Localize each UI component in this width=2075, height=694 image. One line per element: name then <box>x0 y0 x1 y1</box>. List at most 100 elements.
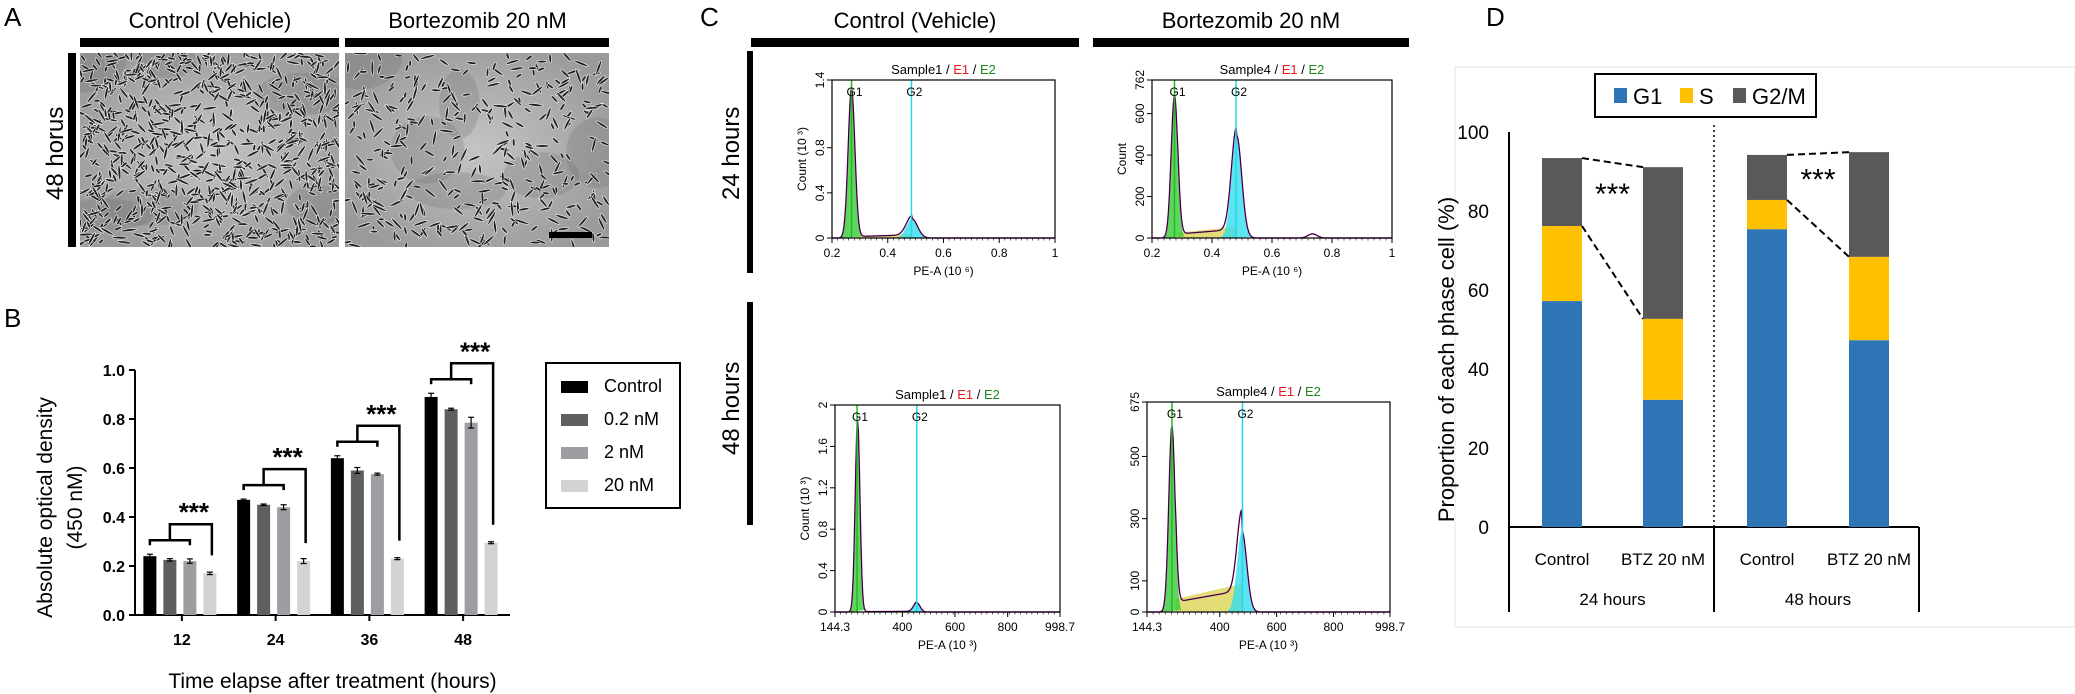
cell <box>124 108 132 114</box>
cell <box>336 163 339 170</box>
cell <box>438 58 449 66</box>
y-tick-label: 0.8 <box>816 521 830 538</box>
cell <box>436 229 443 237</box>
cell <box>375 177 387 186</box>
cell <box>423 187 437 198</box>
significance-bracket <box>242 467 307 544</box>
cell <box>129 53 134 62</box>
significance-label: *** <box>460 336 491 366</box>
cell <box>160 53 166 60</box>
cell <box>412 53 420 63</box>
cell <box>112 174 118 183</box>
cell <box>486 112 492 122</box>
cell <box>507 109 514 121</box>
cell <box>351 170 362 175</box>
y-tick-label: 500 <box>1128 446 1142 466</box>
cell <box>201 203 212 213</box>
cell <box>118 94 123 104</box>
cell <box>80 240 86 247</box>
cell <box>354 153 366 167</box>
cell <box>596 200 604 206</box>
cell <box>233 143 240 156</box>
cell <box>485 82 501 88</box>
cell <box>500 121 514 129</box>
cell <box>467 155 481 162</box>
cell <box>305 233 310 242</box>
cell <box>254 214 259 224</box>
cell <box>146 183 156 188</box>
cell <box>203 82 209 93</box>
cell <box>383 75 397 80</box>
y-tick-label: 600 <box>1133 103 1147 123</box>
cell <box>310 232 326 236</box>
bar-Control-48h <box>424 396 438 615</box>
cell <box>114 68 121 82</box>
cell <box>240 211 252 218</box>
flow-histogram-24h-control: Sample1 / E1 / E2 G1 G2 0.2 0.4 0.6 0.8 1 0 0.4 0.… <box>795 62 1059 278</box>
cell <box>461 92 472 97</box>
x-tick-label: 24 <box>267 632 285 649</box>
cell <box>478 163 482 175</box>
cell <box>180 107 185 115</box>
cell <box>114 141 122 151</box>
cell <box>154 154 159 167</box>
legend-swatch <box>561 479 588 492</box>
x-tick-label: 998.7 <box>1375 620 1405 634</box>
cell <box>428 221 442 228</box>
cell <box>83 113 97 125</box>
y-axis-label-unit: (450 nM) <box>64 465 87 549</box>
x-category-label: BTZ 20 nM <box>1621 550 1705 569</box>
cell <box>163 145 169 161</box>
gate-label-g1: G1 <box>847 85 863 99</box>
cell <box>440 120 447 126</box>
x-tick-label: 0.2 <box>1144 246 1161 260</box>
cell <box>367 100 377 114</box>
cell <box>158 181 164 194</box>
histogram-curve <box>1152 94 1392 239</box>
cell <box>502 160 515 166</box>
cell <box>462 68 469 76</box>
cell <box>317 176 322 191</box>
flow-histogram-24h-bortezomib: Sample4 / E1 / E2 G1 G2 0.2 0.4 0.6 0.8 1 0 200 40… <box>1115 62 1396 278</box>
cell <box>463 112 467 124</box>
cell <box>299 118 309 123</box>
cell <box>252 144 256 152</box>
cell <box>117 126 122 143</box>
cell <box>168 130 184 136</box>
x-tick-label: 12 <box>173 632 191 649</box>
cell <box>399 187 408 202</box>
cell <box>595 232 602 238</box>
cell <box>286 101 294 116</box>
cell <box>458 221 470 232</box>
cell <box>262 124 266 134</box>
cell <box>527 103 544 107</box>
cell <box>591 231 595 243</box>
cell <box>377 64 382 75</box>
cell <box>145 200 154 208</box>
cell <box>188 159 199 164</box>
cell <box>213 91 220 102</box>
cell <box>449 67 461 72</box>
cell <box>470 179 487 183</box>
cell <box>345 100 350 106</box>
cell <box>377 217 385 221</box>
cell <box>514 121 525 128</box>
cell <box>482 235 495 246</box>
y-tick-label: 1.0 <box>103 363 125 380</box>
y-tick-label: 0 <box>816 608 830 615</box>
cell <box>315 141 322 156</box>
x-tick-label: 0.8 <box>991 246 1008 260</box>
cell <box>454 116 465 121</box>
cell <box>332 182 339 195</box>
cell <box>284 74 289 86</box>
group-label: 48 hours <box>1785 590 1851 609</box>
cell <box>423 149 436 157</box>
gate-label-g2: G2 <box>1231 85 1247 99</box>
cell <box>568 84 573 94</box>
cell <box>119 117 127 128</box>
x-tick-label: 1 <box>1052 246 1059 260</box>
cell <box>347 243 362 247</box>
cell <box>166 165 177 174</box>
cell <box>279 53 290 61</box>
significance-label: *** <box>366 399 397 429</box>
